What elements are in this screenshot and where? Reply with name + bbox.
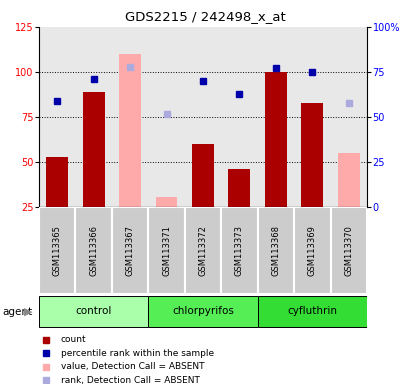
Text: GDS2215 / 242498_x_at: GDS2215 / 242498_x_at (124, 10, 285, 23)
Text: agent: agent (2, 307, 32, 317)
Bar (220, 207, 257, 294)
Bar (112, 207, 148, 294)
Bar (155, 197, 177, 207)
Text: GSM113372: GSM113372 (198, 225, 207, 276)
Text: cyfluthrin: cyfluthrin (287, 306, 337, 316)
Text: control: control (75, 306, 112, 316)
Text: rank, Detection Call = ABSENT: rank, Detection Call = ABSENT (61, 376, 199, 384)
Text: GSM113373: GSM113373 (234, 225, 243, 276)
Text: GSM113371: GSM113371 (162, 225, 171, 276)
Text: GSM113365: GSM113365 (52, 225, 61, 276)
Text: chlorpyrifos: chlorpyrifos (172, 306, 233, 316)
Bar (330, 207, 366, 294)
Bar (148, 296, 257, 327)
Bar (39, 296, 148, 327)
Bar (39, 207, 75, 294)
Bar (184, 207, 220, 294)
Text: percentile rank within the sample: percentile rank within the sample (61, 349, 213, 358)
Bar (83, 92, 104, 207)
Text: GSM113368: GSM113368 (271, 225, 280, 276)
Bar (337, 153, 359, 207)
Text: ▶: ▶ (24, 307, 33, 317)
Text: GSM113369: GSM113369 (307, 225, 316, 276)
Text: GSM113370: GSM113370 (344, 225, 353, 276)
Bar (148, 207, 184, 294)
Bar (293, 207, 330, 294)
Bar (301, 103, 322, 207)
Text: GSM113367: GSM113367 (125, 225, 134, 276)
Bar (264, 72, 286, 207)
Bar (191, 144, 213, 207)
Bar (257, 207, 293, 294)
Bar (119, 54, 141, 207)
Bar (257, 296, 366, 327)
Bar (75, 207, 112, 294)
Text: count: count (61, 335, 86, 344)
Bar (228, 169, 250, 207)
Text: GSM113366: GSM113366 (89, 225, 98, 276)
Bar (46, 157, 68, 207)
Text: value, Detection Call = ABSENT: value, Detection Call = ABSENT (61, 362, 204, 371)
